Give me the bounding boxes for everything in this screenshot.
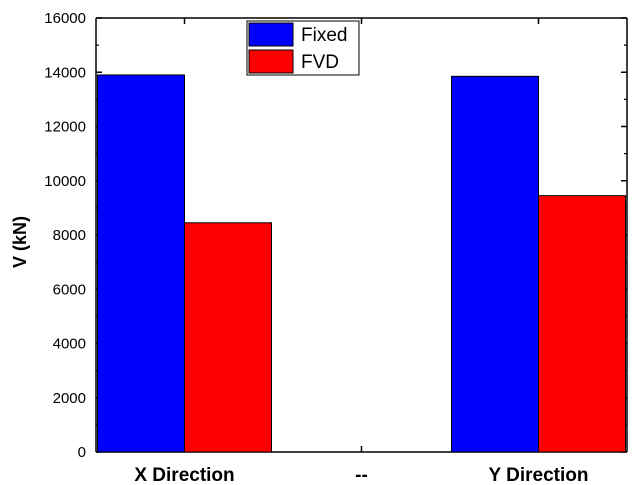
- y-tick-label: 16000: [44, 10, 86, 27]
- legend-swatch-fixed: [248, 22, 294, 47]
- y-tick-label: 0: [78, 444, 86, 461]
- y-tick-label: 12000: [44, 119, 86, 136]
- bar-fvd: [184, 222, 272, 453]
- x-tick-label: Y Direction: [489, 465, 589, 485]
- y-tick-label: 4000: [53, 336, 86, 353]
- y-tick-label: 2000: [53, 390, 86, 407]
- y-tick-label: 6000: [53, 281, 86, 298]
- y-tick-label: 14000: [44, 64, 86, 81]
- legend-label: FVD: [301, 52, 339, 73]
- plot-area: 0 2000 4000 6000 8000 10000 12000 14000 16000 X D…: [44, 10, 628, 485]
- bar-fvd: [538, 195, 626, 453]
- y-tick-label: 8000: [53, 227, 86, 244]
- legend: Fixed FVD: [246, 20, 360, 76]
- bar-fixed: [97, 74, 185, 453]
- y-tick-label: 10000: [44, 173, 86, 190]
- legend-swatch-fvd: [248, 49, 294, 74]
- x-tick-label: X Direction: [134, 465, 234, 485]
- y-axis-title: V (kN): [10, 216, 30, 268]
- legend-label: Fixed: [301, 25, 347, 46]
- bar-fixed: [451, 75, 539, 453]
- x-tick-label: --: [355, 465, 368, 485]
